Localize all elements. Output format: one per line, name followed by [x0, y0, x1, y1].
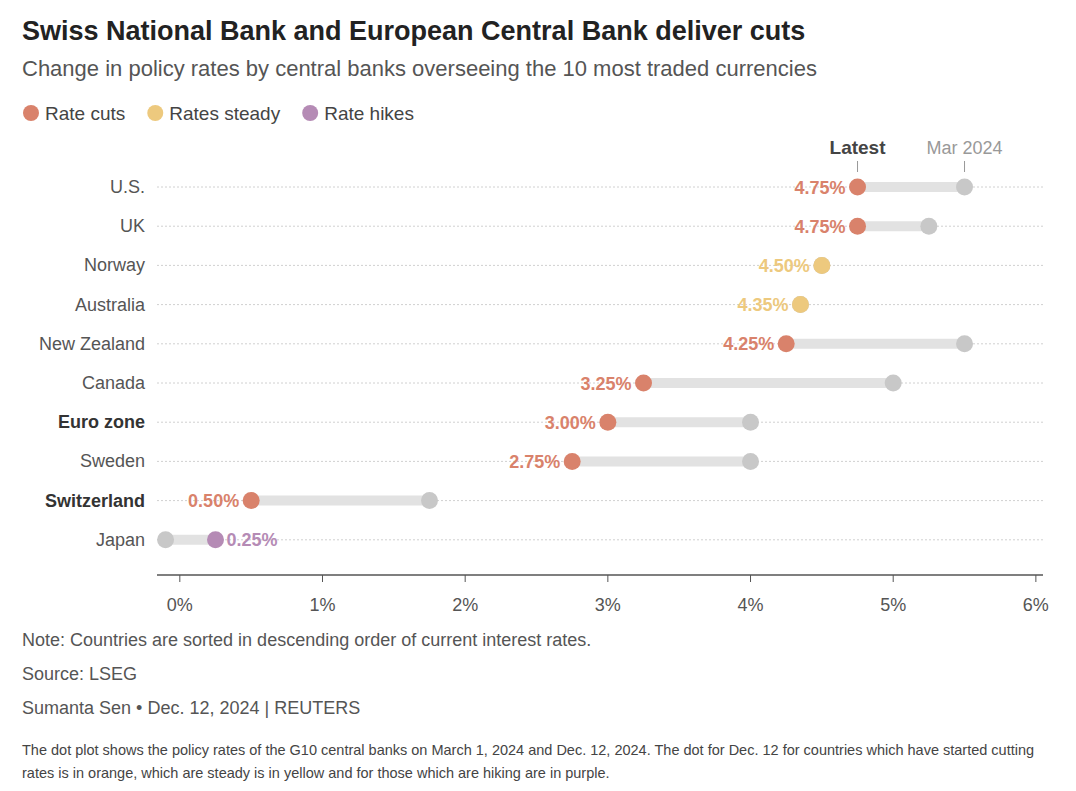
x-tick: [893, 575, 894, 582]
caption: The dot plot shows the policy rates of t…: [22, 739, 1062, 785]
connector: [644, 378, 894, 388]
dot-latest: [564, 453, 581, 470]
row-grid-line: [157, 500, 1043, 501]
dot-earlier: [421, 492, 438, 509]
x-tick-label: 3%: [595, 595, 621, 615]
dot-earlier: [157, 531, 174, 548]
x-tick: [322, 575, 323, 582]
category-label: Sweden: [80, 451, 145, 471]
subtitle: Change in policy rates by central banks …: [22, 56, 817, 81]
row-grid-line: [157, 461, 1043, 462]
legend-swatch: [147, 105, 163, 121]
x-tick-label: 2%: [452, 595, 478, 615]
row-grid-line: [157, 187, 1043, 188]
category-label: U.S.: [110, 177, 145, 197]
series-annotation: Mar 2024: [927, 138, 1003, 158]
dot-earlier: [813, 257, 830, 274]
marks: [157, 179, 973, 549]
dot-earlier: [742, 453, 759, 470]
dot-latest: [207, 531, 224, 548]
data-label: 4.25%: [723, 334, 774, 354]
legend-label: Rates steady: [169, 103, 280, 124]
data-label: 0.25%: [226, 530, 277, 550]
annotation-tick: [964, 161, 965, 172]
dot-earlier: [920, 218, 937, 235]
x-tick-label: 1%: [309, 595, 335, 615]
dot-latest: [778, 335, 795, 352]
dot-latest: [635, 375, 652, 392]
data-label: 2.75%: [509, 452, 560, 472]
connector: [251, 496, 429, 506]
dot-latest: [813, 257, 830, 274]
dot-earlier: [792, 296, 809, 313]
dot-earlier: [956, 179, 973, 196]
row-grid-line: [157, 343, 1043, 344]
x-tick: [1035, 575, 1036, 582]
dot-earlier: [956, 335, 973, 352]
dot-latest: [599, 414, 616, 431]
connector: [608, 417, 751, 427]
source: Source: LSEG: [22, 664, 137, 684]
data-label: 4.50%: [759, 256, 810, 276]
legend-label: Rate hikes: [324, 103, 414, 124]
data-label: 4.75%: [794, 217, 845, 237]
series-annotation: Latest: [830, 137, 887, 158]
dot-earlier: [885, 375, 902, 392]
connector: [572, 456, 750, 466]
x-tick-label: 5%: [880, 595, 906, 615]
category-label: Norway: [84, 255, 145, 275]
data-label: 0.50%: [188, 491, 239, 511]
legend: Rate cuts Rates steady Rate hikes: [23, 103, 414, 124]
row-grid-line: [157, 304, 1043, 305]
category-label: Euro zone: [58, 412, 145, 432]
legend-swatch: [23, 105, 39, 121]
category-label: Switzerland: [45, 491, 145, 511]
dot-latest: [243, 492, 260, 509]
x-tick: [465, 575, 466, 582]
category-label: Australia: [75, 295, 146, 315]
x-tick-label: 6%: [1023, 595, 1049, 615]
dot-latest: [849, 179, 866, 196]
title: Swiss National Bank and European Central…: [22, 16, 805, 46]
x-tick-label: 4%: [738, 595, 764, 615]
annotation-tick: [857, 161, 858, 172]
connector: [786, 339, 964, 349]
connector: [858, 221, 929, 231]
dot-latest: [792, 296, 809, 313]
dot-earlier: [742, 414, 759, 431]
row-grid-line: [157, 265, 1043, 266]
dot-latest: [849, 218, 866, 235]
data-label: 4.35%: [737, 295, 788, 315]
category-label: Japan: [96, 530, 145, 550]
legend-label: Rate cuts: [45, 103, 125, 124]
connector: [858, 182, 965, 192]
byline: Sumanta Sen • Dec. 12, 2024 | REUTERS: [22, 698, 360, 718]
data-label: 3.25%: [580, 374, 631, 394]
data-label: 4.75%: [794, 178, 845, 198]
category-label: New Zealand: [39, 334, 145, 354]
x-tick: [179, 575, 180, 582]
x-tick: [750, 575, 751, 582]
data-label: 3.00%: [545, 413, 596, 433]
legend-swatch: [302, 105, 318, 121]
category-label: Canada: [82, 373, 146, 393]
category-label: UK: [120, 216, 145, 236]
row-grid-line: [157, 226, 1043, 227]
x-tick: [607, 575, 608, 582]
note: Note: Countries are sorted in descending…: [22, 630, 591, 650]
x-tick-label: 0%: [167, 595, 193, 615]
row-grid-line: [157, 539, 1043, 540]
chart: Swiss National Bank and European Central…: [0, 0, 1076, 791]
x-axis-line: [157, 574, 1043, 575]
